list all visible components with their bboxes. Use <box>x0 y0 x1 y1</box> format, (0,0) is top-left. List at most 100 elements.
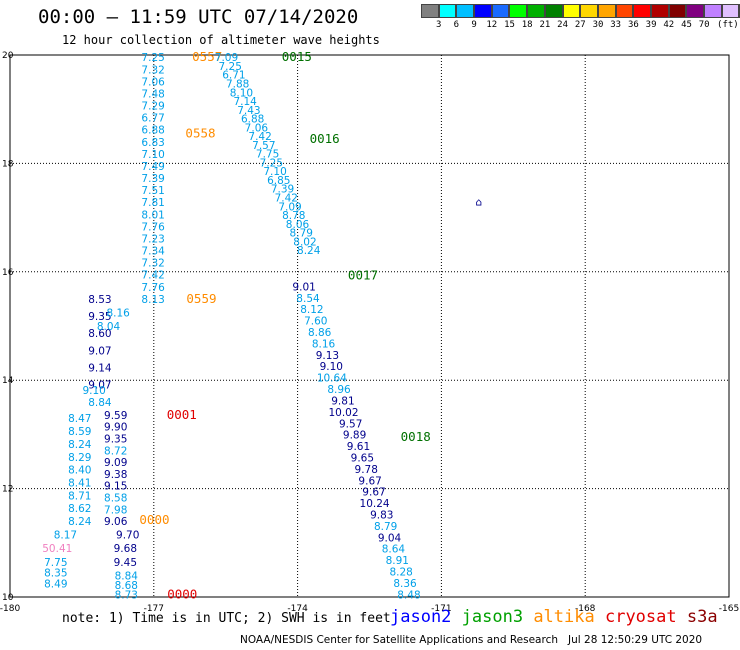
wave-height-label: 8.79 <box>290 228 313 240</box>
legend-label: (ft) <box>717 20 739 30</box>
wave-height-label: 6.77 <box>141 113 164 125</box>
wave-height-label: 8.47 <box>68 413 91 425</box>
legend-label: 15 <box>504 20 515 30</box>
wave-height-label: 9.83 <box>370 509 393 521</box>
wave-height-label: 9.67 <box>362 487 385 499</box>
wave-height-label: 8.17 <box>54 530 77 542</box>
legend-swatch <box>668 4 687 18</box>
legend-label: 18 <box>521 20 533 30</box>
legend-swatch <box>474 4 492 18</box>
legend-swatch <box>562 4 581 18</box>
wave-height-label: 7.76 <box>141 282 165 294</box>
wave-height-label: 9.01 <box>292 281 315 293</box>
wave-height-label: 7.42 <box>248 131 271 143</box>
wave-height-label: 50.41 <box>42 543 72 555</box>
y-tick-label: 20 <box>2 51 14 61</box>
wave-height-label: 7.81 <box>141 197 164 209</box>
map-subtitle: 12 hour collection of altimeter wave hei… <box>62 33 380 47</box>
wave-height-label: 7.51 <box>141 185 164 197</box>
legend-swatch <box>438 4 457 18</box>
wave-height-label: 8.62 <box>68 503 91 515</box>
legend-swatch <box>597 4 616 18</box>
time-label: 0558 <box>185 126 215 141</box>
wave-height-label: 7.88 <box>226 78 249 90</box>
legend-swatch <box>721 4 740 18</box>
time-label: 0557 <box>192 49 222 64</box>
legend-label: 33 <box>610 20 622 30</box>
legend-label: 27 <box>574 20 586 30</box>
wave-height-label: 9.10 <box>320 361 343 373</box>
footer-credit: NOAA/NESDIS Center for Satellite Applica… <box>240 634 703 646</box>
legend-label: 45 <box>681 20 692 30</box>
wave-height-label: 7.14 <box>233 96 257 108</box>
wave-height-label: 7.39 <box>271 184 294 196</box>
wave-height-label: 9.67 <box>358 475 381 487</box>
legend-label: 36 <box>627 20 639 30</box>
wave-height-label: 8.24 <box>68 516 92 528</box>
wave-height-label: 8.24 <box>297 245 321 257</box>
wave-height-label: 8.54 <box>296 293 320 305</box>
wave-height-label: 8.16 <box>312 338 336 350</box>
island-icon: ⌂ <box>475 196 482 208</box>
wave-height-label: 9.81 <box>331 395 354 407</box>
legend-label: 70 <box>698 20 710 30</box>
y-tick-label: 14 <box>2 376 14 386</box>
wave-height-label: 7.06 <box>141 76 165 88</box>
wave-height-label: 9.45 <box>114 557 137 569</box>
wave-height-label: 8.71 <box>68 490 91 502</box>
legend-swatch <box>580 4 598 18</box>
wave-height-label: 9.13 <box>316 350 339 362</box>
wave-height-label: 7.09 <box>278 201 301 213</box>
legend-label: 30 <box>592 20 604 30</box>
y-tick-label: 18 <box>2 159 14 169</box>
wave-height-label: 8.48 <box>397 589 420 601</box>
y-tick-label: 10 <box>2 593 14 603</box>
time-label: 0000 <box>139 512 169 527</box>
wave-height-label: 8.24 <box>68 439 92 451</box>
wave-height-label: 7.06 <box>245 122 269 134</box>
wave-height-label: 8.58 <box>104 493 127 505</box>
wave-height-legend: 3 6 9 12 15 18 21 24 27 30 33 36 39 42 45 70 (ft) <box>421 4 740 30</box>
satellite-cryosat: cryosat <box>604 607 687 627</box>
wave-height-label: 8.35 <box>44 568 67 580</box>
wave-height-label: 9.04 <box>378 532 402 544</box>
x-tick-label: -180 <box>0 604 20 614</box>
wave-height-label: 7.10 <box>263 166 286 178</box>
wave-height-label: 7.76 <box>141 221 165 233</box>
wave-height-label: 7.42 <box>141 270 164 282</box>
wave-height-label: 7.34 <box>141 246 165 258</box>
wave-height-label: 10.24 <box>360 498 390 510</box>
wave-height-label: 9.35 <box>104 433 127 445</box>
time-label: 0001 <box>167 407 197 422</box>
wave-height-label: 9.68 <box>114 543 137 555</box>
wave-height-label: 7.32 <box>141 258 164 270</box>
x-tick-label: -168 <box>575 604 596 614</box>
legend-swatch <box>421 4 439 18</box>
wave-height-label: 7.60 <box>304 316 327 328</box>
wave-height-label: 8.40 <box>68 465 91 477</box>
time-label: 0017 <box>348 268 378 283</box>
wave-height-label: 9.14 <box>88 363 112 375</box>
wave-height-label: 7.10 <box>141 149 164 161</box>
wave-height-label: 8.79 <box>374 521 397 533</box>
wave-height-label: 9.65 <box>351 452 374 464</box>
wave-height-label: 9.09 <box>104 457 127 469</box>
wave-height-label: 8.73 <box>115 589 138 601</box>
legend-swatch <box>509 4 528 18</box>
wave-height-label: 8.78 <box>282 210 305 222</box>
wave-height-label: 9.59 <box>104 410 127 422</box>
wave-height-label: 9.06 <box>104 516 128 528</box>
wave-height-label: 8.60 <box>88 328 111 340</box>
wave-height-label: 7.75 <box>44 557 67 569</box>
wave-height-label: 8.13 <box>141 294 164 306</box>
y-tick-label: 12 <box>2 485 13 495</box>
wave-height-label: 10.64 <box>317 373 347 385</box>
wave-height-label: 9.38 <box>104 469 127 481</box>
wave-height-label: 7.09 <box>215 52 238 64</box>
legend-label: 21 <box>539 20 551 30</box>
legend-label: 6 <box>453 20 460 30</box>
wave-height-label: 8.16 <box>106 307 130 319</box>
wave-height-label: 7.48 <box>141 88 164 100</box>
time-label: 0018 <box>401 429 431 444</box>
legend-swatch <box>491 4 510 18</box>
